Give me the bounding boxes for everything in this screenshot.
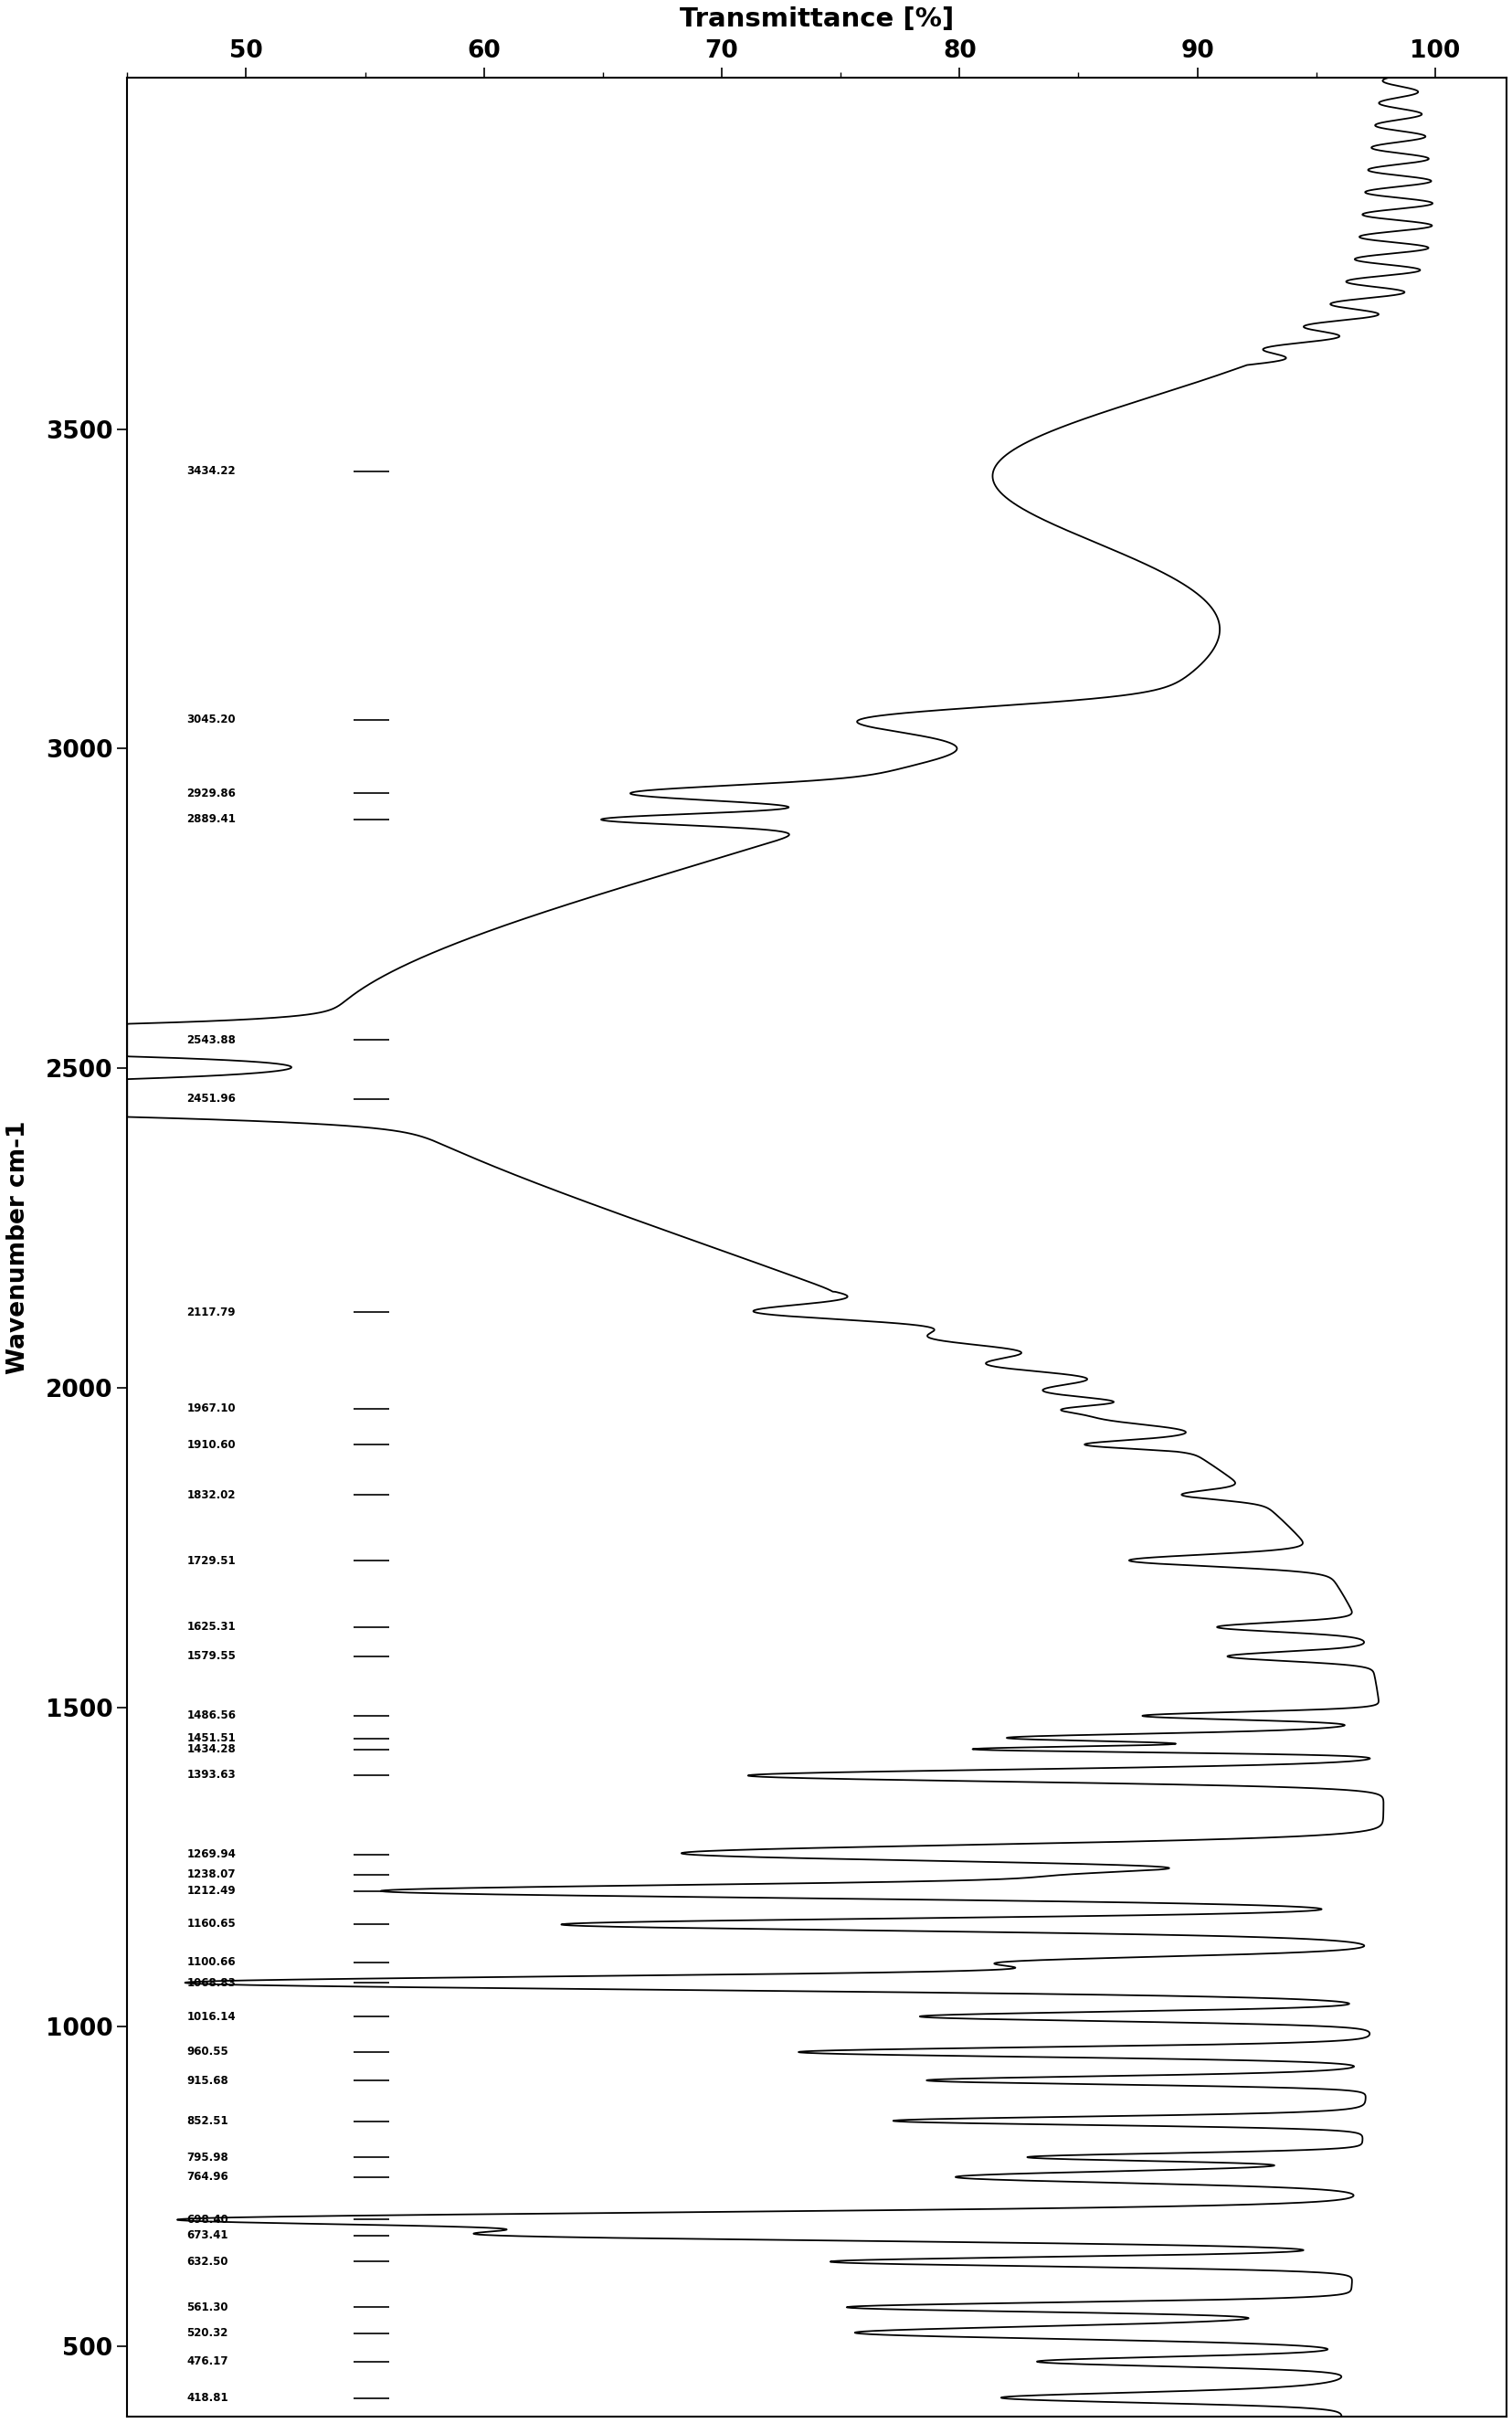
Text: 1579.55: 1579.55 [186,1650,236,1662]
Text: 1238.07: 1238.07 [186,1868,236,1880]
Text: 1212.49: 1212.49 [186,1885,236,1897]
Text: 520.32: 520.32 [186,2329,228,2338]
Text: 1434.28: 1434.28 [186,1742,236,1754]
Text: 1016.14: 1016.14 [186,2011,236,2023]
Text: 764.96: 764.96 [186,2171,228,2183]
Text: 1068.83: 1068.83 [186,1977,236,1989]
Text: 1393.63: 1393.63 [186,1769,236,1781]
Text: 418.81: 418.81 [186,2392,228,2404]
Text: 3434.22: 3434.22 [186,465,236,477]
Text: 1160.65: 1160.65 [186,1919,236,1931]
Text: 3045.20: 3045.20 [186,715,236,724]
Text: 476.17: 476.17 [186,2355,228,2367]
Text: 1486.56: 1486.56 [186,1711,236,1723]
Text: 561.30: 561.30 [186,2302,228,2314]
Text: 1100.66: 1100.66 [186,1955,236,1967]
Text: 1269.94: 1269.94 [186,1849,236,1861]
Text: 2451.96: 2451.96 [186,1093,236,1105]
Text: 1451.51: 1451.51 [186,1732,236,1745]
Text: 1625.31: 1625.31 [186,1621,236,1633]
Text: 1729.51: 1729.51 [186,1556,236,1568]
Text: 2929.86: 2929.86 [186,787,236,800]
Text: 1967.10: 1967.10 [186,1403,236,1415]
Text: 795.98: 795.98 [186,2152,228,2164]
Text: 632.50: 632.50 [186,2256,228,2268]
Y-axis label: Wavenumber cm-1: Wavenumber cm-1 [6,1119,30,1374]
Text: 1832.02: 1832.02 [186,1490,236,1500]
Text: 2889.41: 2889.41 [186,814,236,826]
Text: 2117.79: 2117.79 [186,1306,236,1318]
Text: 852.51: 852.51 [186,2115,228,2127]
Text: 960.55: 960.55 [186,2045,228,2057]
Text: 1910.60: 1910.60 [186,1439,236,1451]
Text: 915.68: 915.68 [186,2074,228,2086]
Text: 673.41: 673.41 [186,2229,228,2241]
Text: 698.40: 698.40 [186,2215,228,2224]
Text: 2543.88: 2543.88 [186,1035,236,1047]
X-axis label: Transmittance [%]: Transmittance [%] [679,7,954,31]
